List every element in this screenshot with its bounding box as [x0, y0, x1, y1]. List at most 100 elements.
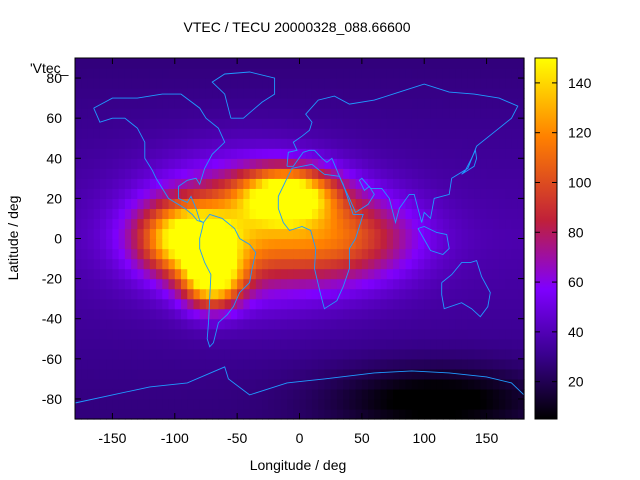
heatmap-cell — [168, 218, 176, 230]
heatmap-cell — [249, 168, 257, 179]
heatmap-cell — [343, 228, 350, 240]
heatmap-cell — [517, 328, 525, 340]
heatmap-cell — [492, 68, 500, 79]
heatmap-cell — [149, 408, 157, 420]
heatmap-cell — [517, 248, 525, 260]
heatmap-cell — [181, 398, 188, 410]
heatmap-cell — [230, 168, 238, 179]
heatmap-cell — [212, 228, 220, 240]
heatmap-cell — [205, 88, 213, 99]
heatmap-cell — [143, 368, 151, 380]
heatmap-cell — [511, 58, 519, 69]
heatmap-cell — [181, 308, 188, 320]
heatmap-cell — [355, 58, 363, 69]
heatmap-cell — [255, 278, 263, 290]
heatmap-cell — [343, 208, 350, 220]
heatmap-cell — [386, 168, 394, 179]
heatmap-cell — [305, 268, 313, 280]
heatmap-cell — [75, 248, 82, 260]
heatmap-cell — [230, 178, 238, 189]
heatmap-cell — [374, 328, 382, 340]
heatmap-cell — [199, 268, 207, 280]
heatmap-cell — [193, 58, 201, 69]
heatmap-cell — [455, 158, 463, 169]
heatmap-cell — [517, 148, 525, 159]
heatmap-cell — [449, 218, 457, 230]
heatmap-cell — [511, 168, 519, 179]
heatmap-cell — [393, 238, 400, 250]
heatmap-cell — [467, 378, 475, 390]
heatmap-cell — [505, 68, 513, 79]
heatmap-cell — [467, 288, 475, 300]
heatmap-cell — [505, 58, 513, 69]
heatmap-cell — [93, 88, 101, 99]
heatmap-cell — [118, 88, 126, 99]
heatmap-cell — [399, 238, 407, 250]
heatmap-cell — [162, 348, 170, 360]
heatmap-cell — [393, 248, 400, 260]
y-axis-title: Latitude / deg — [5, 196, 21, 281]
heatmap-cell — [75, 328, 82, 340]
heatmap-cell — [399, 258, 407, 270]
heatmap-cell — [162, 398, 170, 410]
heatmap-cell — [467, 318, 475, 330]
heatmap-cell — [324, 218, 332, 230]
heatmap-cell — [405, 138, 413, 149]
heatmap-cell — [486, 228, 494, 240]
heatmap-cell — [149, 208, 157, 220]
colorbar-tick-label: 20 — [568, 374, 584, 390]
heatmap-cell — [118, 128, 126, 139]
heatmap-cell — [212, 138, 220, 149]
heatmap-cell — [505, 368, 513, 380]
heatmap-cell — [380, 398, 388, 410]
heatmap-cell — [181, 408, 188, 420]
heatmap-cell — [187, 178, 195, 189]
heatmap-cell — [255, 198, 263, 210]
heatmap-cell — [517, 108, 525, 119]
heatmap-cell — [287, 78, 294, 89]
heatmap-cell — [474, 238, 481, 250]
heatmap-cell — [124, 408, 132, 420]
heatmap-cell — [237, 388, 244, 400]
heatmap-cell — [243, 278, 251, 290]
heatmap-cell — [442, 238, 450, 250]
heatmap-cell — [492, 198, 500, 210]
heatmap-cell — [311, 378, 319, 390]
heatmap-cell — [237, 88, 244, 99]
heatmap-cell — [330, 108, 338, 119]
heatmap-cell — [174, 238, 182, 250]
heatmap-cell — [124, 198, 132, 210]
heatmap-cell — [417, 398, 425, 410]
heatmap-cell — [480, 98, 488, 109]
heatmap-cell — [174, 108, 182, 119]
heatmap-cell — [467, 218, 475, 230]
heatmap-cell — [174, 318, 182, 330]
heatmap-cell — [75, 98, 82, 109]
heatmap-cell — [399, 318, 407, 330]
heatmap-cell — [268, 138, 276, 149]
heatmap-cell — [162, 368, 170, 380]
heatmap-cell — [299, 178, 307, 189]
heatmap-cell — [237, 168, 244, 179]
heatmap-cell — [81, 228, 89, 240]
heatmap-cell — [430, 378, 438, 390]
heatmap-cell — [280, 328, 288, 340]
heatmap-cell — [181, 68, 188, 79]
heatmap-cell — [411, 348, 419, 360]
heatmap-cell — [436, 158, 444, 169]
heatmap-cell — [299, 108, 307, 119]
heatmap-cell — [237, 308, 244, 320]
heatmap-cell — [249, 218, 257, 230]
heatmap-cell — [430, 158, 438, 169]
heatmap-cell — [299, 318, 307, 330]
heatmap-cell — [455, 108, 463, 119]
heatmap-cell — [162, 268, 170, 280]
heatmap-cell — [505, 98, 513, 109]
heatmap-cell — [137, 78, 145, 89]
heatmap-cell — [430, 278, 438, 290]
heatmap-cell — [336, 138, 344, 149]
heatmap-cell — [168, 238, 176, 250]
heatmap-cell — [137, 198, 145, 210]
heatmap-cell — [305, 168, 313, 179]
heatmap-cell — [218, 408, 226, 420]
